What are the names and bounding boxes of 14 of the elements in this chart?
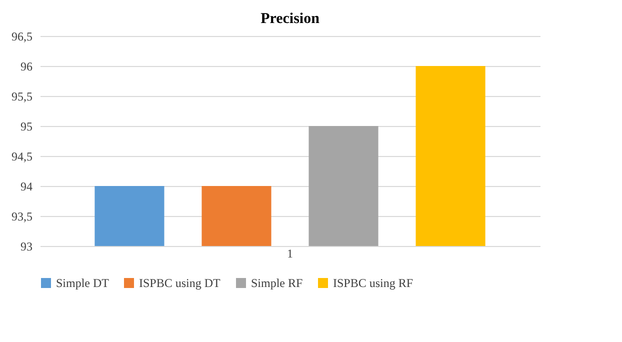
legend-label: ISPBC using DT (139, 276, 222, 290)
y-tick-label: 94 (20, 180, 32, 194)
y-tick-label: 96 (20, 60, 32, 74)
legend-label: ISPBC using RF (333, 276, 414, 290)
y-tick-label: 95,5 (12, 90, 32, 104)
legend-label: Simple RF (251, 276, 304, 290)
x-tick-label: 1 (287, 246, 293, 260)
y-tick-label: 93 (20, 240, 32, 254)
y-tick-label: 94,5 (12, 150, 32, 164)
y-tick-label: 95 (20, 120, 32, 134)
chart-title: Precision (260, 11, 320, 27)
legend-label: Simple DT (56, 276, 110, 290)
y-tick-label: 93,5 (12, 210, 32, 224)
y-tick-label: 96,5 (12, 30, 32, 44)
